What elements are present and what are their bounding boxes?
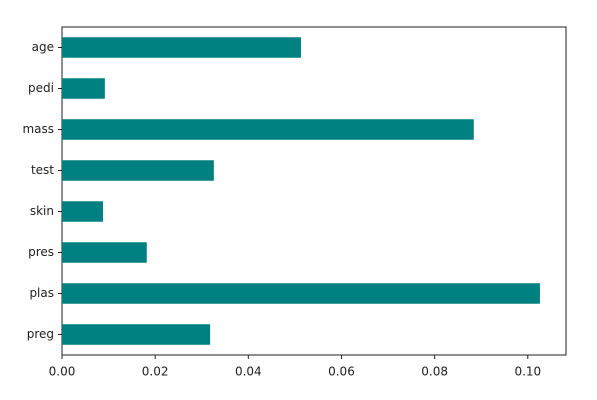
- bar: [62, 78, 105, 99]
- bar: [62, 242, 147, 263]
- y-tick-label: plas: [29, 286, 54, 300]
- bar: [62, 160, 214, 181]
- bar: [62, 283, 540, 304]
- y-tick-label: pedi: [28, 81, 54, 95]
- x-tick-label: 0.00: [49, 365, 76, 379]
- x-tick-label: 0.10: [514, 365, 541, 379]
- x-tick-label: 0.02: [142, 365, 169, 379]
- x-tick-label: 0.04: [235, 365, 262, 379]
- plot-frame: [61, 26, 567, 356]
- bar: [62, 37, 301, 58]
- y-tick-label: preg: [27, 327, 54, 341]
- y-tick-label: age: [32, 40, 54, 54]
- x-tick-label: 0.06: [328, 365, 355, 379]
- x-tick-label: 0.08: [421, 365, 448, 379]
- bar: [62, 324, 211, 345]
- bar: [62, 119, 474, 140]
- y-tick-label: mass: [22, 122, 54, 136]
- bar: [62, 201, 103, 222]
- y-tick-label: skin: [30, 204, 54, 218]
- y-tick-label: test: [31, 163, 54, 177]
- y-tick-label: pres: [28, 245, 54, 259]
